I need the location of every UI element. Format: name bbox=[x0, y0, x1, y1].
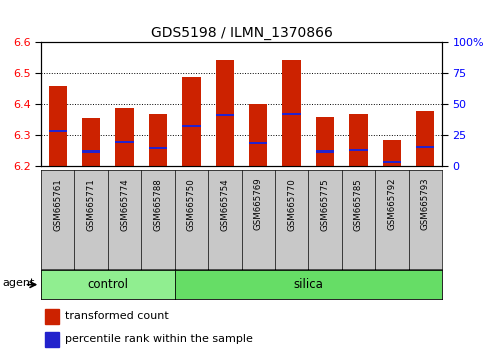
Bar bbox=[283, 113, 301, 115]
Text: GSM665771: GSM665771 bbox=[86, 178, 96, 230]
Bar bbox=[149, 114, 167, 166]
Bar bbox=[215, 114, 234, 116]
Bar bbox=[416, 111, 434, 166]
Text: GSM665792: GSM665792 bbox=[387, 178, 397, 230]
Bar bbox=[49, 130, 67, 132]
Bar bbox=[316, 117, 334, 166]
Text: GSM665761: GSM665761 bbox=[53, 178, 62, 230]
Bar bbox=[215, 59, 234, 166]
Text: percentile rank within the sample: percentile rank within the sample bbox=[65, 335, 253, 344]
Text: GSM665785: GSM665785 bbox=[354, 178, 363, 230]
Bar bbox=[45, 309, 59, 324]
Bar bbox=[115, 141, 134, 143]
Bar bbox=[249, 104, 268, 166]
Text: silica: silica bbox=[293, 278, 323, 291]
Bar bbox=[182, 125, 200, 127]
Text: transformed count: transformed count bbox=[65, 312, 169, 321]
Text: GSM665775: GSM665775 bbox=[321, 178, 329, 230]
Bar bbox=[383, 161, 401, 163]
Bar bbox=[249, 142, 268, 144]
Bar bbox=[45, 332, 59, 347]
Bar bbox=[416, 146, 434, 148]
Text: agent: agent bbox=[2, 278, 34, 288]
Bar bbox=[182, 76, 200, 166]
Text: GSM665770: GSM665770 bbox=[287, 178, 296, 230]
Text: control: control bbox=[87, 278, 128, 291]
Text: GSM665774: GSM665774 bbox=[120, 178, 129, 230]
Bar bbox=[349, 114, 368, 166]
Title: GDS5198 / ILMN_1370866: GDS5198 / ILMN_1370866 bbox=[151, 26, 332, 40]
Bar bbox=[383, 140, 401, 166]
Bar bbox=[283, 60, 301, 166]
Bar bbox=[349, 149, 368, 152]
Bar bbox=[82, 118, 100, 166]
Bar bbox=[316, 150, 334, 153]
Bar bbox=[149, 147, 167, 149]
Text: GSM665793: GSM665793 bbox=[421, 178, 430, 230]
Text: GSM665754: GSM665754 bbox=[220, 178, 229, 230]
Text: GSM665788: GSM665788 bbox=[154, 178, 162, 230]
Bar bbox=[115, 108, 134, 166]
Bar bbox=[82, 150, 100, 153]
Bar bbox=[49, 86, 67, 166]
Text: GSM665769: GSM665769 bbox=[254, 178, 263, 230]
Text: GSM665750: GSM665750 bbox=[187, 178, 196, 230]
